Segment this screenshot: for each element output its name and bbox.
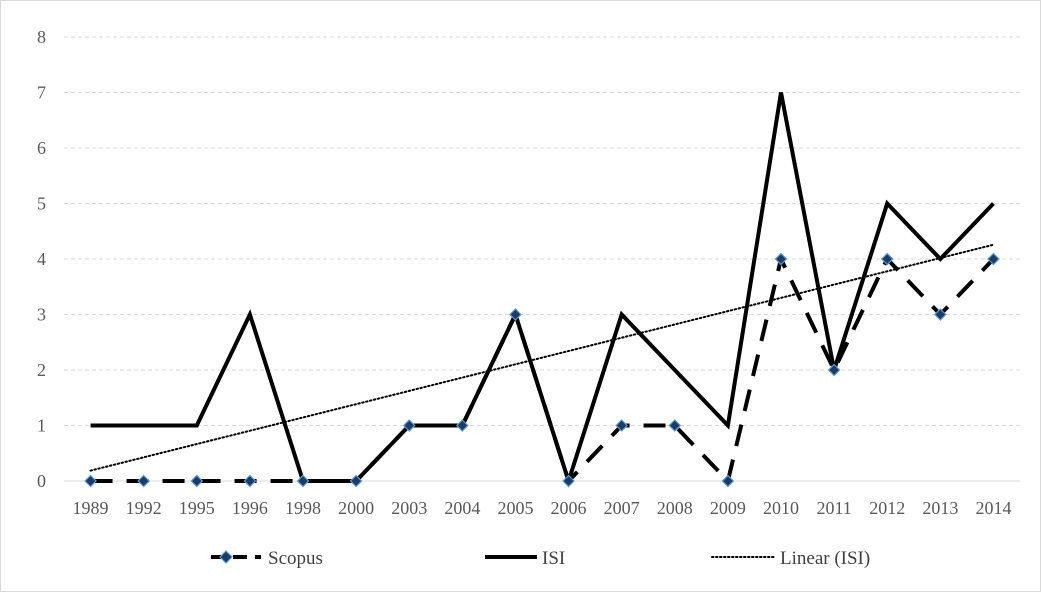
x-tick-label: 2012 [869,498,905,518]
y-tick-label: 5 [37,194,46,214]
data-point-scopus [987,252,1000,266]
y-tick-label: 7 [37,83,46,103]
x-tick-label: 2004 [444,498,480,518]
grid-lines [64,36,1020,482]
legend-label-scopus: Scopus [268,548,323,569]
data-point-scopus [615,419,629,432]
x-tick-label: 2008 [657,498,693,518]
legend-label-isi: ISI [542,548,565,569]
data-point-scopus [880,252,894,266]
data-point-scopus [190,474,204,488]
series-line-scopus [90,253,995,486]
x-tick-label: 2006 [551,498,587,518]
x-tick-label: 2000 [338,498,374,518]
data-point-scopus [668,419,682,432]
y-tick-label: 6 [37,138,46,158]
y-axis-ticks: 0 1 2 3 4 5 6 7 8 [37,27,46,491]
series-line-linear-isi [89,243,995,472]
data-point-scopus [774,252,788,266]
x-tick-label: 1995 [179,498,215,518]
x-axis-ticks: 1989 1992 1995 1996 1998 2000 2003 2004 2005 2006… [73,498,1012,518]
y-tick-label: 2 [37,360,46,380]
x-tick-label: 2011 [816,498,851,518]
series-line-isi [90,92,995,488]
x-tick-label: 2010 [763,498,799,518]
x-tick-label: 1996 [232,498,268,518]
x-tick-label: 2007 [604,498,640,518]
legend-label-linear-isi: Linear (ISI) [780,548,870,569]
data-point-scopus [349,474,363,488]
data-point-scopus [137,474,151,488]
data-point-scopus [721,474,735,488]
series-layer [84,92,1000,488]
legend-marker-scopus [219,550,233,564]
x-tick-label: 1992 [126,498,162,518]
data-point-scopus [296,474,310,488]
x-tick-label: 1998 [285,498,321,518]
data-point-scopus [562,474,575,488]
x-tick-label: 2005 [497,498,533,518]
data-point-scopus [84,474,97,488]
y-tick-label: 4 [37,249,46,269]
x-tick-label: 2009 [710,498,746,518]
data-point-scopus [827,363,841,377]
y-tick-label: 8 [37,27,46,47]
x-tick-label: 2013 [922,498,958,518]
y-tick-label: 3 [37,305,46,325]
data-point-scopus [509,308,522,321]
y-tick-label: 0 [37,471,46,491]
data-point-scopus [243,474,257,488]
y-tick-label: 1 [37,416,46,436]
data-point-scopus [933,308,947,321]
data-point-scopus [402,419,416,432]
x-tick-label: 1989 [73,498,109,518]
legend: Scopus ISI Linear (ISI) [211,548,870,569]
data-point-scopus [455,419,469,432]
x-tick-label: 2003 [391,498,427,518]
x-tick-label: 2014 [975,498,1011,518]
